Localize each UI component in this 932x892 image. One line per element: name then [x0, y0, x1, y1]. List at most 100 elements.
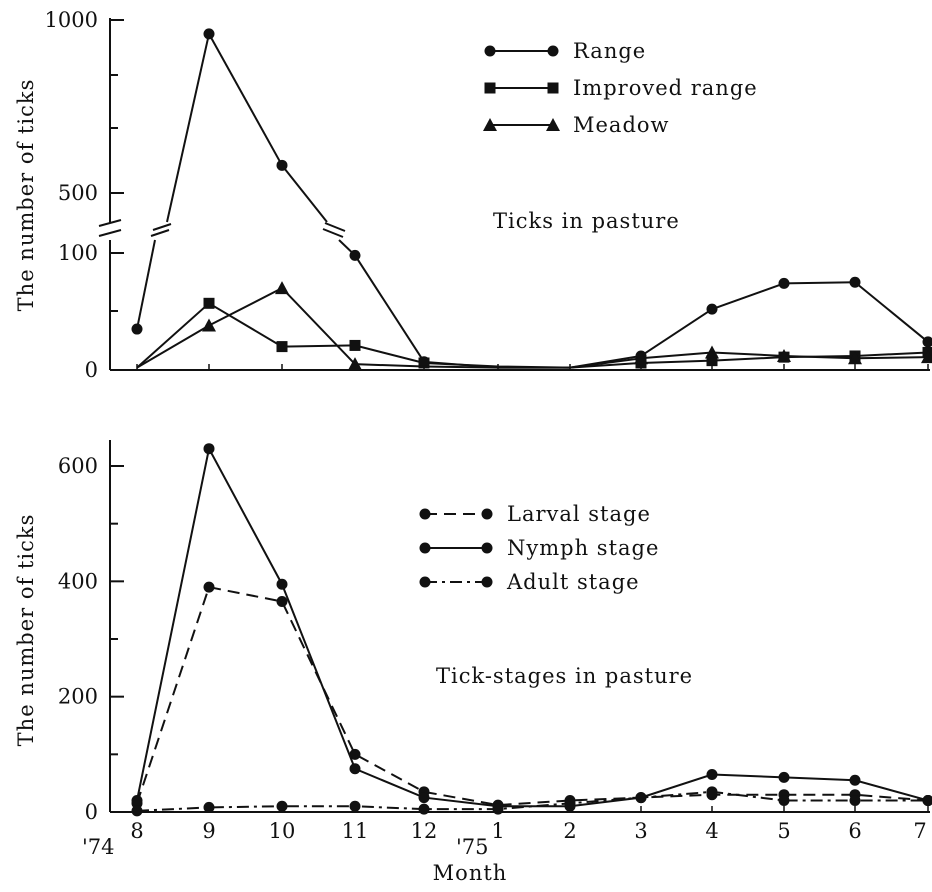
data-point [349, 339, 361, 351]
data-point [349, 763, 361, 775]
legend-marker [481, 508, 493, 520]
data-point [849, 794, 861, 806]
data-point [635, 792, 647, 804]
x-tick-label: 3 [634, 819, 647, 843]
data-point [705, 345, 719, 359]
legend-marker [484, 82, 496, 94]
data-point [276, 578, 288, 590]
data-point [564, 797, 576, 809]
y-tick-label: 200 [58, 685, 98, 709]
legend-marker [481, 542, 493, 554]
series-line [136, 445, 929, 808]
legend: Larval stage Nymph stage Adult stage [419, 502, 659, 594]
legend-marker [419, 576, 431, 588]
x-tick-label: 7 [913, 819, 926, 843]
data-point [418, 792, 430, 804]
x-tick-label: 12 [411, 819, 438, 843]
data-point [778, 794, 790, 806]
x-tick-label: 11 [342, 819, 369, 843]
y-tick-label: 0 [85, 358, 98, 382]
y-axis-break-mark [98, 219, 122, 227]
legend: Range Improved range Meadow [483, 39, 758, 137]
data-point [276, 800, 288, 812]
x-tick-label: 4 [705, 819, 718, 843]
data-point [777, 348, 791, 362]
legend-marker [547, 45, 559, 57]
legend-label: Range [573, 39, 646, 63]
chart-annotation: Tick-stages in pasture [436, 664, 693, 688]
data-point [203, 801, 215, 813]
legend-marker [481, 576, 493, 588]
chart-annotation: Ticks in pasture [493, 209, 680, 233]
series-adult-stage [131, 786, 932, 817]
data-point [131, 805, 143, 817]
legend-marker [484, 45, 496, 57]
year-label: '75 [456, 835, 489, 859]
series-line-segment [854, 281, 929, 343]
x-tick-label: 9 [202, 819, 215, 843]
y-tick-label: 0 [85, 800, 98, 824]
data-point [349, 800, 361, 812]
data-point [778, 277, 790, 289]
data-point [634, 351, 648, 365]
x-axis-title: Month [433, 861, 508, 885]
data-point [203, 443, 215, 455]
data-point [492, 803, 504, 815]
series-range [131, 28, 932, 369]
series-line-segment [354, 254, 425, 363]
x-tick-label: 10 [269, 819, 296, 843]
data-point [349, 249, 361, 261]
data-point [706, 769, 718, 781]
legend-marker [419, 542, 431, 554]
legend-label: Improved range [573, 76, 758, 100]
data-point [849, 774, 861, 786]
data-point [706, 786, 718, 798]
x-tick-label: 5 [777, 819, 790, 843]
data-point [203, 297, 215, 309]
series-line-segment [640, 308, 713, 357]
series-line-segment [136, 239, 156, 330]
legend-marker [546, 118, 560, 131]
x-tick-label: 1 [491, 819, 504, 843]
data-point [348, 357, 362, 371]
legend-label: Larval stage [507, 502, 651, 526]
y-tick-label: 500 [58, 181, 98, 205]
data-point [849, 276, 861, 288]
x-tick-label: 6 [848, 819, 861, 843]
y-axis-title: The number of ticks [14, 514, 38, 747]
data-point [706, 355, 718, 367]
series-line-segment [783, 281, 856, 285]
data-point [203, 28, 215, 40]
y-tick-label: 600 [58, 454, 98, 478]
data-point [778, 771, 790, 783]
data-point [276, 159, 288, 171]
y-tick-label: 400 [58, 569, 98, 593]
series-line-segment [166, 33, 210, 223]
line-break-mark [322, 228, 344, 238]
data-point [275, 281, 289, 295]
data-point [349, 748, 361, 760]
y-axis-title: The number of ticks [14, 79, 38, 312]
data-point [202, 318, 216, 332]
legend-label: Meadow [573, 113, 670, 137]
series-line-segment [711, 282, 785, 311]
series-meadow [136, 281, 932, 371]
legend-label: Nymph stage [507, 536, 659, 560]
legend-marker [419, 508, 431, 520]
y-tick-label: 1000 [45, 8, 98, 32]
year-label: '74 [82, 835, 115, 859]
data-point [418, 803, 430, 815]
data-point [131, 323, 143, 335]
series-nymph-stage [131, 443, 932, 812]
data-point [131, 794, 143, 806]
series-line-segment [281, 164, 328, 223]
data-point [922, 794, 932, 806]
data-point [848, 351, 862, 365]
x-tick-label: 8 [130, 819, 143, 843]
legend-label: Adult stage [506, 570, 640, 594]
x-tick-label: 2 [563, 819, 576, 843]
series-line [136, 286, 929, 369]
